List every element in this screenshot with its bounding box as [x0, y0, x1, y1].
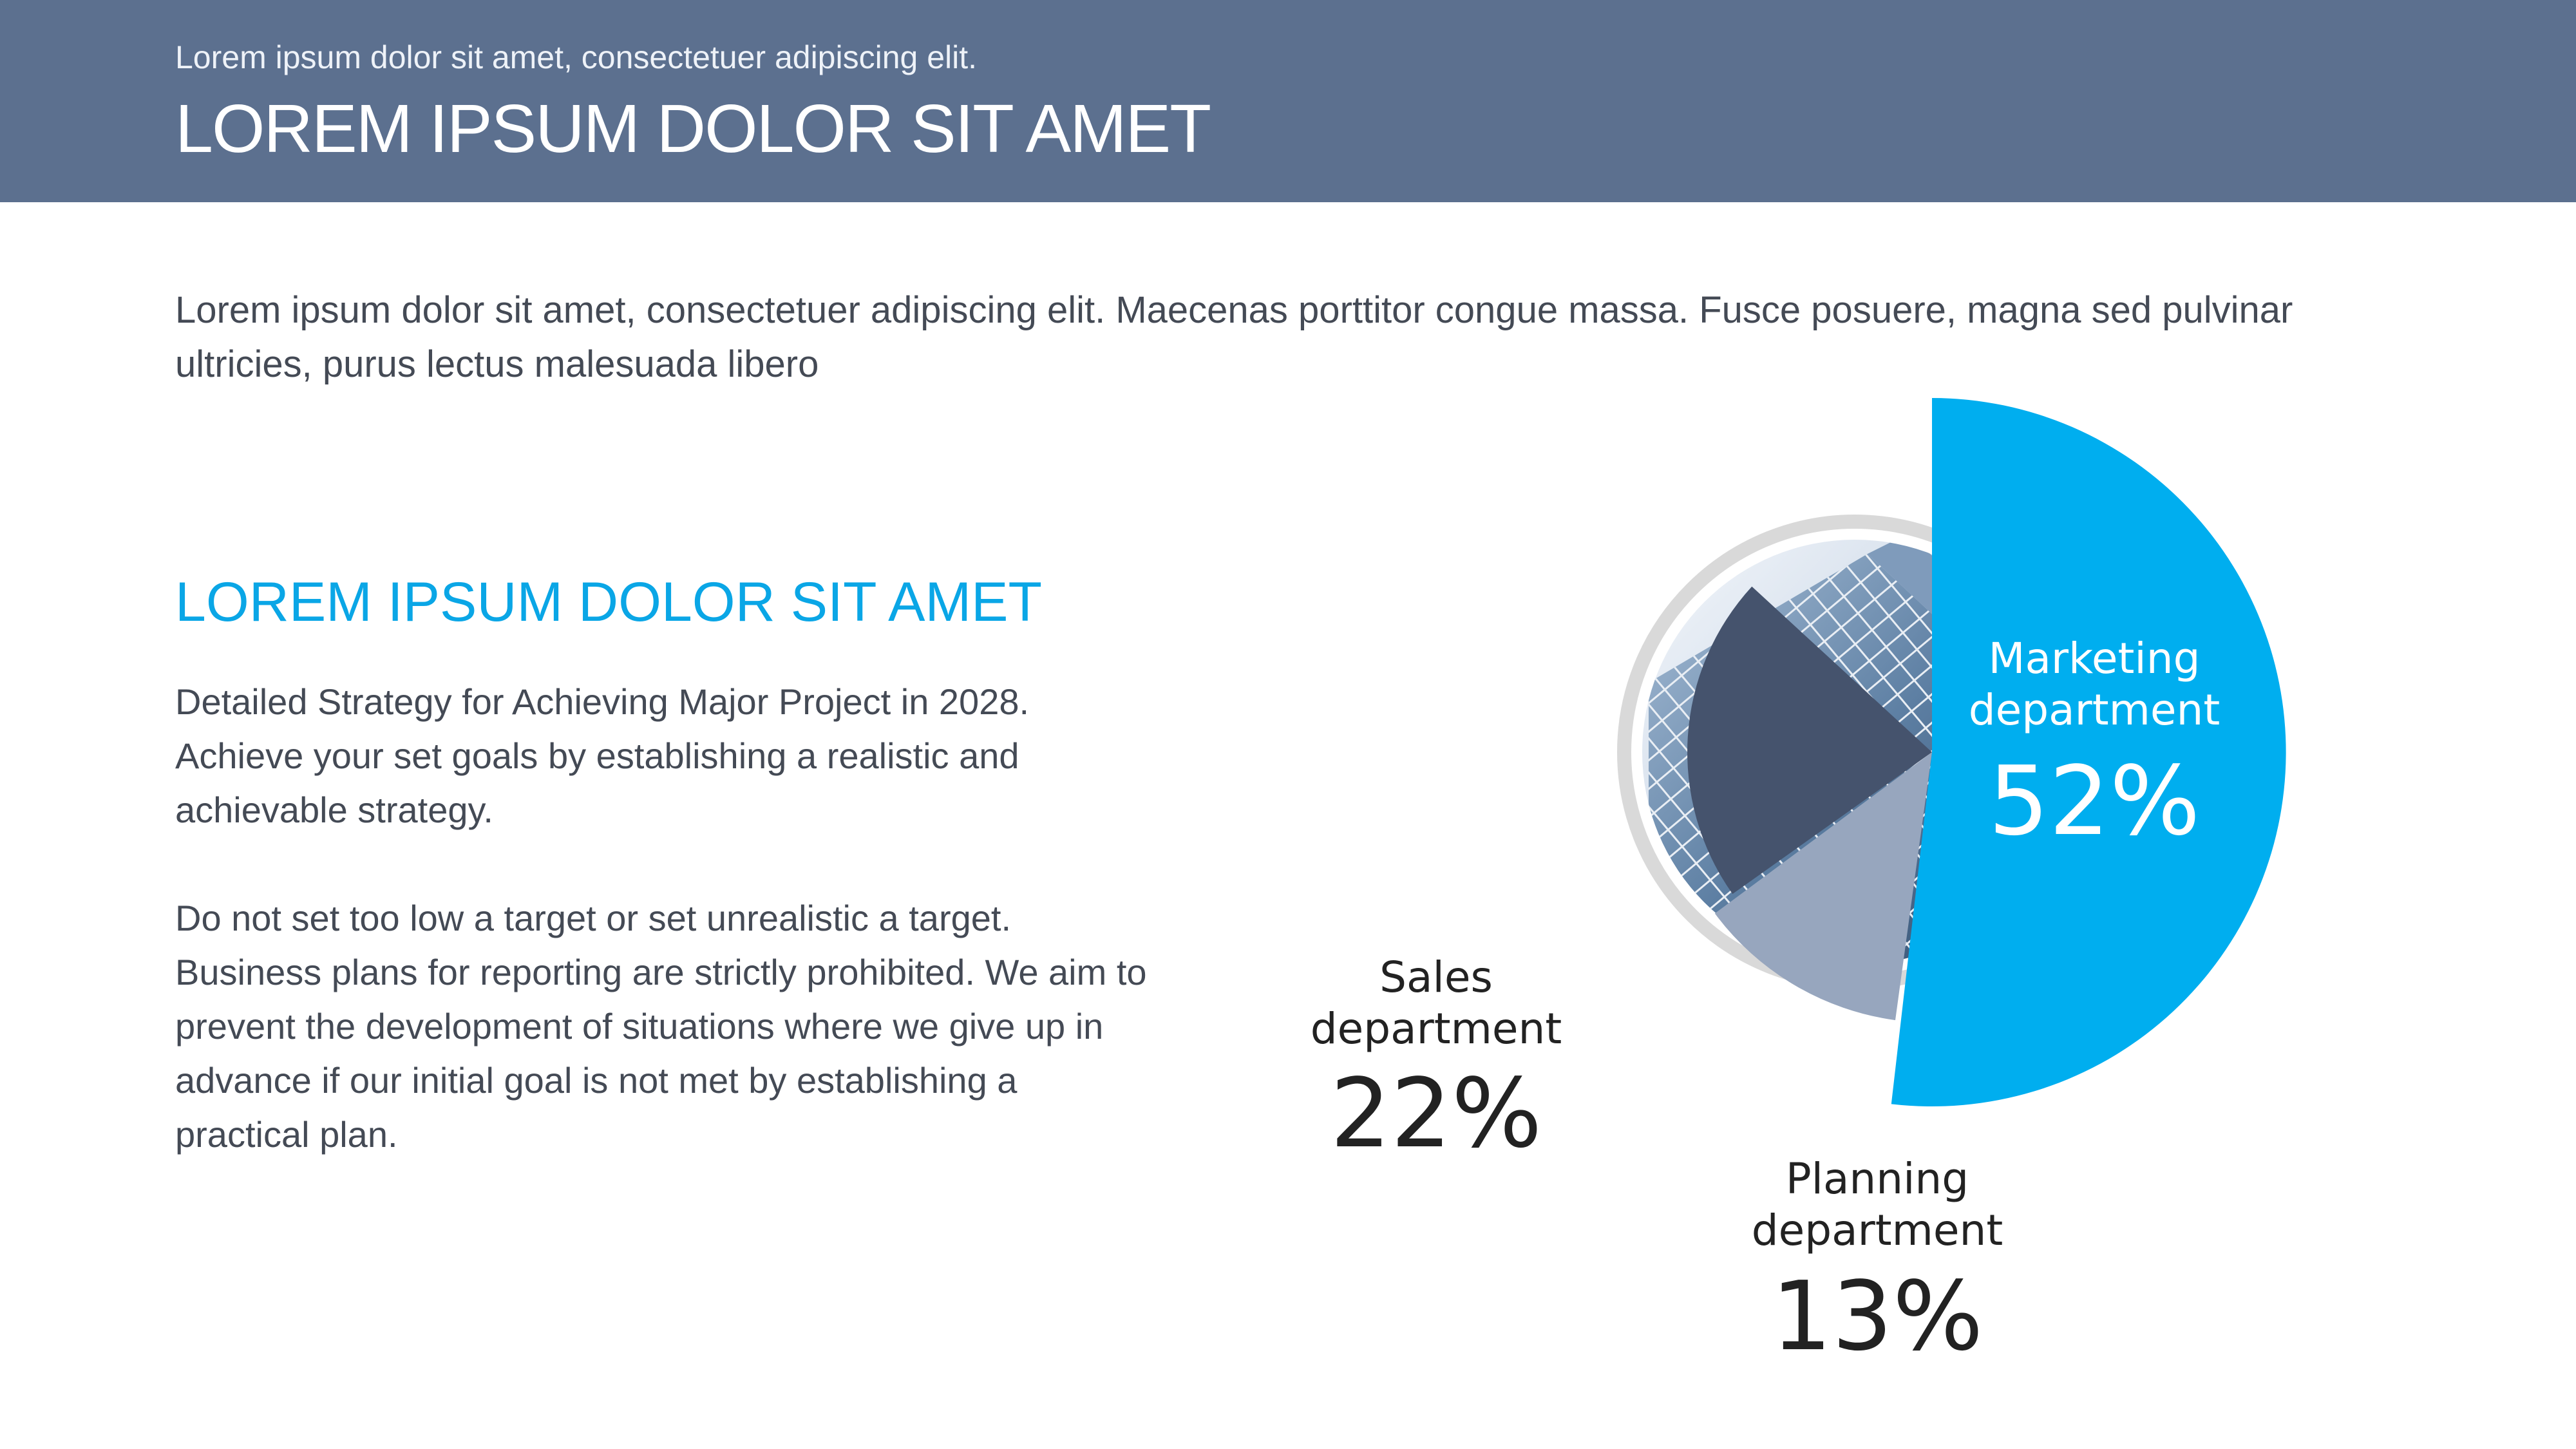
header-subtitle: Lorem ipsum dolor sit amet, consectetuer… — [175, 39, 978, 75]
strategy-paragraph: Detailed Strategy for Achieving Major Pr… — [175, 681, 1030, 830]
intro-text: Lorem ipsum dolor sit amet, consectetuer… — [175, 289, 2293, 385]
page-title: LOREM IPSUM DOLOR SIT AMET — [175, 91, 1211, 167]
slice-label-value: 22% — [1331, 1058, 1542, 1169]
slice-label-name: Marketing department — [1969, 634, 2220, 735]
pie-slice-marketing — [1891, 398, 2286, 1106]
slice-label-name: Planning department — [1752, 1154, 2003, 1255]
section-title: LOREM IPSUM DOLOR SIT AMET — [175, 571, 1042, 633]
target-paragraph: Do not set too low a target or set unrea… — [175, 898, 1147, 1155]
slice-label-value: 13% — [1772, 1261, 1984, 1372]
slice-label-value: 52% — [1989, 746, 2201, 857]
pie-slices — [1687, 398, 2286, 1106]
header-bar: Lorem ipsum dolor sit amet, consectetuer… — [0, 0, 2576, 202]
slice-labels: Marketing department 52% Planning department… — [1311, 634, 2220, 1372]
pie-slice-sales — [1687, 586, 1932, 895]
pie-slice-planning — [1714, 752, 1932, 1021]
slice-label-name: Sales department — [1311, 952, 1562, 1054]
